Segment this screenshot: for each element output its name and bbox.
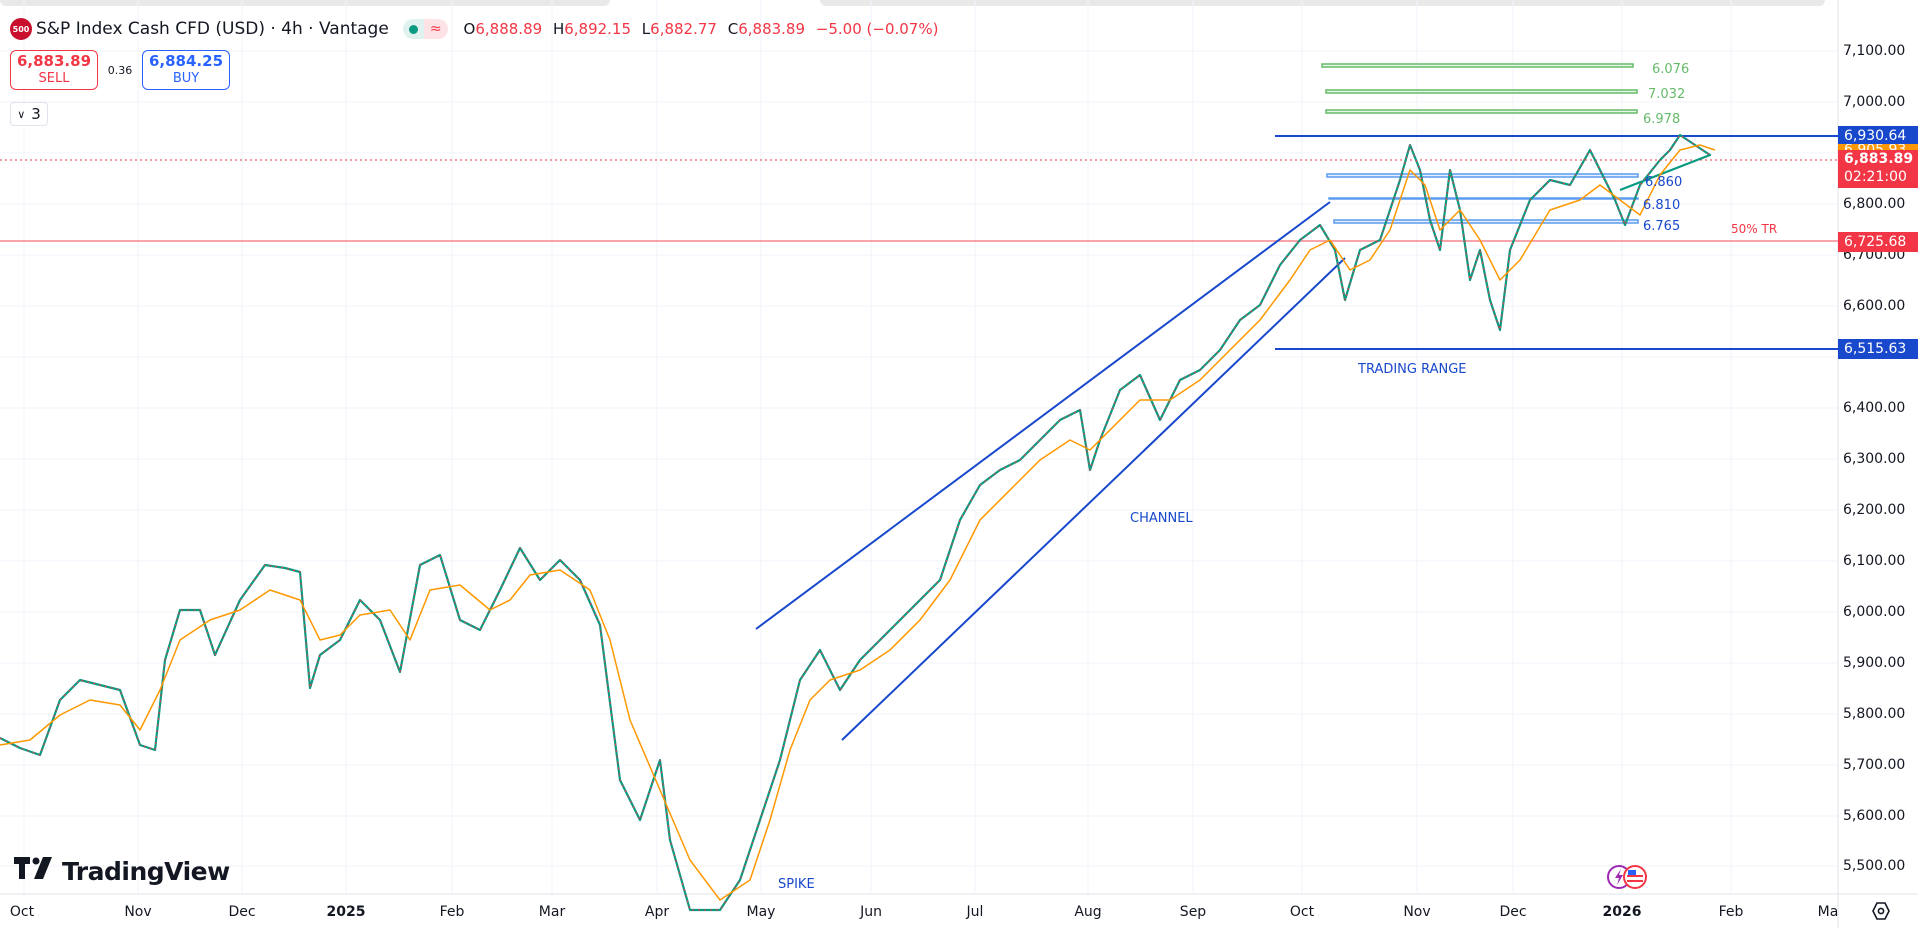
market-status[interactable]: ≈	[402, 19, 448, 39]
support-level-boxes[interactable]	[1326, 173, 1639, 224]
y-tick: 6,800.00	[1843, 196, 1906, 212]
close-key: C	[727, 20, 739, 38]
x-tick: Jul	[966, 904, 984, 920]
channel-lower-line[interactable]	[841, 257, 1346, 741]
y-tick: 5,900.00	[1843, 655, 1906, 671]
trade-panel: 6,883.89 SELL 0.36 6,884.25 BUY	[10, 50, 230, 90]
x-tick: Ma	[1817, 904, 1839, 920]
last-price-value: 6,883.89	[1844, 151, 1914, 167]
tr50-label[interactable]: 50% TR	[1731, 222, 1778, 236]
high-value: 6,892.15	[564, 20, 632, 38]
symbol-title[interactable]: S&P Index Cash CFD (USD) · 4h · Vantage	[36, 19, 389, 39]
spike-label[interactable]: SPIKE	[778, 877, 815, 892]
x-tick: Feb	[439, 904, 465, 920]
open-value: 6,888.89	[475, 20, 543, 38]
x-tick: Dec	[228, 904, 256, 920]
x-tick: Dec	[1499, 904, 1527, 920]
sell-price: 6,883.89	[16, 52, 92, 70]
browser-top-strip	[0, 0, 1918, 6]
level-label-6765[interactable]: 6.765	[1643, 219, 1681, 234]
indicator-count: 3	[31, 105, 41, 123]
y-tick: 6,200.00	[1843, 502, 1906, 518]
price-tag-last[interactable]: 6,883.89 02:21:00	[1838, 150, 1918, 188]
market-open-dot-icon	[408, 24, 418, 34]
symbol-logo-badge: 500	[10, 18, 32, 40]
tradingview-wordmark: TradingView	[62, 856, 230, 886]
x-tick: Mar	[538, 904, 566, 920]
close-value: 6,883.89	[738, 20, 806, 38]
sell-label: SELL	[38, 71, 70, 86]
y-tick: 5,800.00	[1843, 706, 1906, 722]
level-label-6810[interactable]: 6.810	[1643, 198, 1681, 213]
price-tag-tr50[interactable]: 6,725.68	[1838, 232, 1918, 252]
y-tick: 6,000.00	[1843, 604, 1906, 620]
channel-label[interactable]: CHANNEL	[1130, 511, 1193, 526]
x-tick: Apr	[644, 904, 670, 920]
y-tick: 5,600.00	[1843, 808, 1906, 824]
indicators-toggle-button[interactable]: ∨ 3	[10, 102, 48, 126]
x-tick-year: 2026	[1602, 904, 1642, 920]
y-tick: 5,700.00	[1843, 757, 1906, 773]
low-value: 6,882.77	[650, 20, 717, 38]
sell-button[interactable]: 6,883.89 SELL	[10, 50, 98, 90]
y-tick: 6,400.00	[1843, 400, 1906, 416]
price-series	[0, 133, 1712, 912]
x-tick: Feb	[1718, 904, 1744, 920]
level-label-6978[interactable]: 6.978	[1643, 112, 1681, 127]
x-tick: Nov	[1403, 904, 1431, 920]
y-tick: 5,500.00	[1843, 858, 1906, 874]
open-key: O	[463, 20, 476, 38]
level-label-6860[interactable]: 6.860	[1645, 175, 1683, 190]
x-tick: Nov	[124, 904, 152, 920]
economic-events-icon[interactable]	[1606, 864, 1650, 890]
low-key: L	[641, 20, 651, 38]
top-tab-right	[820, 0, 1825, 6]
x-tick: Jun	[860, 904, 882, 920]
buy-label: BUY	[172, 71, 200, 86]
price-tag-range-high[interactable]: 6,930.64	[1838, 126, 1918, 146]
chevron-down-icon: ∨	[17, 107, 26, 121]
tradingview-mark-icon	[14, 856, 54, 886]
moving-average-line	[0, 144, 1716, 901]
x-tick: Sep	[1179, 904, 1207, 920]
level-label-6076[interactable]: 6.076	[1652, 62, 1690, 77]
grid	[0, 0, 1838, 894]
trading-range-label[interactable]: TRADING RANGE	[1358, 362, 1467, 377]
price-series-down	[0, 134, 1711, 911]
x-tick: May	[746, 904, 776, 920]
chart-settings-icon[interactable]	[1870, 900, 1892, 922]
x-tick-year: 2025	[326, 904, 366, 920]
channel-upper-line[interactable]	[755, 201, 1331, 630]
ohlc-values: O6,888.89 H6,892.15 L6,882.77 C6,883.89 …	[458, 20, 939, 38]
change-value: −5.00 (−0.07%)	[815, 20, 939, 38]
level-label-7032[interactable]: 7.032	[1648, 87, 1686, 102]
x-tick: Aug	[1074, 904, 1102, 920]
y-tick: 7,100.00	[1843, 43, 1906, 59]
price-tag-range-low[interactable]: 6,515.63	[1838, 339, 1918, 359]
y-tick: 6,600.00	[1843, 298, 1906, 314]
spread-value: 0.36	[107, 63, 133, 77]
y-tick: 7,000.00	[1843, 94, 1906, 110]
tradingview-logo[interactable]: TradingView	[14, 856, 230, 886]
bar-countdown: 02:21:00	[1844, 169, 1907, 185]
x-tick: Oct	[1289, 904, 1315, 920]
y-tick: 6,300.00	[1843, 451, 1906, 467]
symbol-legend: 500 S&P Index Cash CFD (USD) · 4h · Vant…	[10, 18, 938, 40]
x-tick: Oct	[9, 904, 35, 920]
approx-data-icon: ≈	[423, 19, 448, 39]
target-level-boxes[interactable]	[1321, 63, 1638, 114]
buy-price: 6,884.25	[148, 52, 224, 70]
high-key: H	[552, 20, 565, 38]
buy-button[interactable]: 6,884.25 BUY	[142, 50, 230, 90]
top-tab-left	[0, 0, 610, 6]
y-tick: 6,100.00	[1843, 553, 1906, 569]
